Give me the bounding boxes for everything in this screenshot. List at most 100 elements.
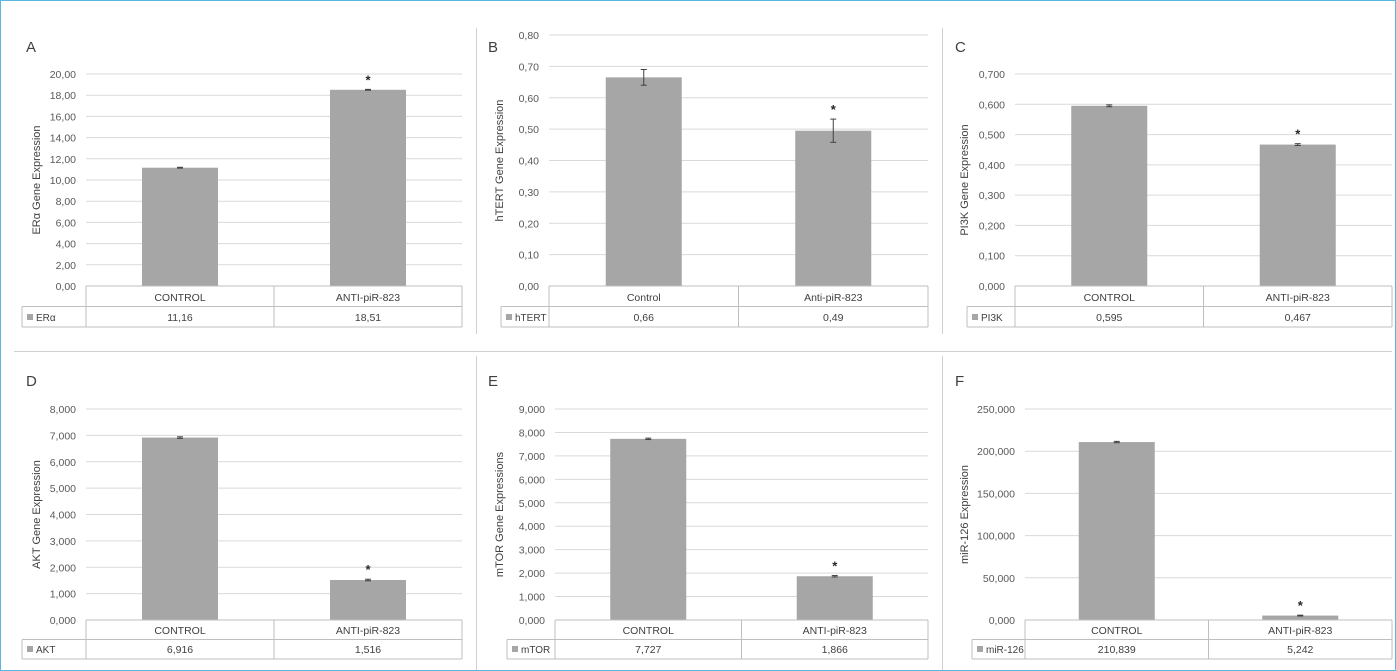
y-tick-label: 6,000 (50, 457, 76, 469)
y-tick-label: 3,000 (50, 536, 76, 548)
y-tick-label: 0,80 (519, 30, 540, 42)
y-tick-label: 0,40 (519, 156, 540, 168)
y-axis-label: AKT Gene Expression (31, 460, 43, 569)
y-tick-label: 4,00 (56, 239, 77, 251)
y-tick-label: 2,000 (50, 562, 76, 574)
y-tick-label: 8,00 (56, 196, 77, 208)
category-label: ANTI-piR-823 (1268, 625, 1332, 637)
category-label: CONTROL (154, 625, 205, 637)
data-label: 6,916 (167, 644, 193, 656)
category-label: ANTI-piR-823 (803, 625, 867, 637)
y-tick-label: 0,000 (989, 615, 1015, 627)
y-tick-label: 12,00 (50, 154, 76, 166)
data-label: 0,66 (634, 312, 655, 324)
significance-marker: * (831, 102, 837, 117)
category-label: CONTROL (1091, 625, 1142, 637)
y-tick-label: 2,00 (56, 260, 77, 272)
y-tick-label: 0,400 (979, 160, 1005, 172)
y-tick-label: 14,00 (50, 133, 76, 145)
y-tick-label: 20,00 (50, 69, 76, 81)
y-tick-label: 0,300 (979, 190, 1005, 202)
legend-swatch (27, 314, 33, 320)
category-label: CONTROL (154, 292, 205, 304)
y-tick-label: 0,000 (519, 615, 545, 627)
y-tick-label: 2,000 (519, 568, 545, 580)
y-tick-label: 0,20 (519, 218, 540, 230)
y-tick-label: 0,000 (979, 281, 1005, 293)
significance-marker: * (365, 72, 371, 87)
category-label: CONTROL (623, 625, 674, 637)
y-axis-label: miR-126 Expression (959, 465, 971, 564)
y-tick-label: 0,200 (979, 220, 1005, 232)
y-tick-label: 4,000 (519, 521, 545, 533)
separator-vertical (476, 356, 477, 670)
y-tick-label: 6,000 (519, 474, 545, 486)
bar (330, 580, 406, 620)
y-tick-label: 7,000 (50, 430, 76, 442)
y-axis-label: PI3K Gene Expression (959, 124, 971, 235)
significance-marker: * (365, 562, 371, 577)
y-tick-label: 4,000 (50, 510, 76, 522)
data-label: 1,866 (822, 644, 848, 656)
chart-panel-c: C 0,000 0,100 0,200 0,300 0,400 0,500 0,600 0,70… (955, 39, 1393, 328)
panel-label: F (955, 373, 964, 390)
data-label: 11,16 (167, 312, 193, 324)
chart-panel-f: F 0,000 50,000 100,000 150,000 200,000 250,000… (955, 373, 1393, 660)
y-tick-label: 8,000 (50, 404, 76, 416)
bar (610, 438, 687, 620)
y-tick-label: 250,000 (977, 404, 1015, 416)
data-label: 0,49 (823, 312, 844, 324)
y-axis-label: hTERT Gene Expression (494, 100, 506, 222)
y-tick-label: 200,000 (977, 446, 1015, 458)
y-tick-label: 0,60 (519, 93, 540, 105)
y-tick-label: 1,000 (50, 589, 76, 601)
separator-vertical (942, 28, 943, 334)
bar (1259, 144, 1336, 286)
chart-panel-d: D 0,000 1,000 2,000 3,000 4,000 5,000 6,000 7,00… (21, 373, 463, 660)
bar (330, 89, 406, 286)
panel-label: B (488, 39, 498, 56)
y-tick-label: 0,00 (519, 281, 540, 293)
legend-entry: mTOR (521, 645, 550, 656)
y-tick-label: 50,000 (983, 573, 1015, 585)
y-tick-label: 9,000 (519, 404, 545, 416)
significance-marker: * (1298, 598, 1304, 613)
category-label: CONTROL (1084, 292, 1135, 304)
data-label: 7,727 (635, 644, 661, 656)
significance-marker: * (1295, 127, 1301, 142)
separator-vertical (942, 356, 943, 670)
data-label: 210,839 (1098, 644, 1136, 656)
panel-label: C (955, 39, 966, 56)
legend-swatch (972, 314, 978, 320)
y-tick-label: 100,000 (977, 531, 1015, 543)
legend-swatch (27, 646, 33, 652)
y-tick-label: 16,00 (50, 111, 76, 123)
chart-panel-a: A 0,00 2,00 4,00 6,00 8,00 10,00 12,00 14,00 16,0… (21, 39, 463, 328)
y-tick-label: 7,000 (519, 451, 545, 463)
legend-entry: hTERT (515, 313, 547, 324)
legend-swatch (977, 646, 983, 652)
data-label: 18,51 (355, 312, 381, 324)
legend-swatch (512, 646, 518, 652)
y-tick-label: 5,000 (519, 498, 545, 510)
y-tick-label: 0,600 (979, 99, 1005, 111)
y-axis-label: ERα Gene Expression (31, 125, 43, 234)
y-tick-label: 0,10 (519, 250, 540, 262)
data-label: 0,595 (1096, 312, 1122, 324)
y-tick-label: 0,50 (519, 124, 540, 136)
y-tick-label: 0,500 (979, 130, 1005, 142)
y-tick-label: 0,700 (979, 69, 1005, 81)
y-tick-label: 10,00 (50, 175, 76, 187)
data-label: 1,516 (355, 644, 381, 656)
y-tick-label: 150,000 (977, 488, 1015, 500)
category-label: ANTI-piR-823 (1266, 292, 1330, 304)
significance-marker: * (832, 559, 838, 574)
data-label: 0,467 (1285, 312, 1311, 324)
category-label: ANTI-piR-823 (336, 625, 400, 637)
bar (142, 167, 218, 286)
y-tick-label: 1,000 (519, 592, 545, 604)
bar (795, 130, 872, 286)
y-tick-label: 0,70 (519, 61, 540, 73)
y-tick-label: 18,00 (50, 90, 76, 102)
